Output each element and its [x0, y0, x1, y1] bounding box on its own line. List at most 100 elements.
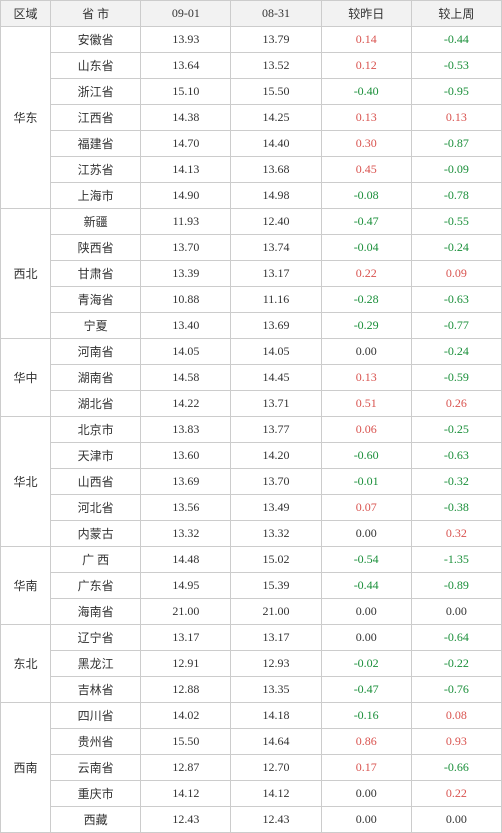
- table-row: 福建省14.7014.400.30-0.87: [1, 131, 502, 157]
- value-d2: 13.49: [231, 495, 321, 521]
- value-d2: 13.69: [231, 313, 321, 339]
- vs-week-cell: -0.63: [411, 443, 501, 469]
- province-cell: 陕西省: [51, 235, 141, 261]
- vs-day-cell: 0.86: [321, 729, 411, 755]
- vs-day-cell: -0.47: [321, 209, 411, 235]
- vs-week-cell: 0.26: [411, 391, 501, 417]
- vs-day-cell: 0.00: [321, 521, 411, 547]
- header-row: 区域 省 市 09-01 08-31 较昨日 较上周: [1, 1, 502, 27]
- table-row: 湖南省14.5814.450.13-0.59: [1, 365, 502, 391]
- value-d1: 14.05: [141, 339, 231, 365]
- vs-week-cell: -0.63: [411, 287, 501, 313]
- vs-day-cell: 0.00: [321, 339, 411, 365]
- table-row: 重庆市14.1214.120.000.22: [1, 781, 502, 807]
- vs-day-cell: 0.07: [321, 495, 411, 521]
- vs-week-cell: -0.38: [411, 495, 501, 521]
- price-table: 区域 省 市 09-01 08-31 较昨日 较上周 华东安徽省13.9313.…: [0, 0, 502, 833]
- value-d1: 11.93: [141, 209, 231, 235]
- value-d1: 14.12: [141, 781, 231, 807]
- vs-week-cell: -0.77: [411, 313, 501, 339]
- province-cell: 广 西: [51, 547, 141, 573]
- region-cell: 东北: [1, 625, 51, 703]
- table-row: 吉林省12.8813.35-0.47-0.76: [1, 677, 502, 703]
- vs-day-cell: 0.12: [321, 53, 411, 79]
- vs-day-cell: 0.13: [321, 365, 411, 391]
- value-d1: 14.22: [141, 391, 231, 417]
- vs-day-cell: -0.28: [321, 287, 411, 313]
- vs-day-cell: -0.29: [321, 313, 411, 339]
- value-d1: 13.93: [141, 27, 231, 53]
- table-row: 陕西省13.7013.74-0.04-0.24: [1, 235, 502, 261]
- vs-week-cell: -0.64: [411, 625, 501, 651]
- table-row: 黑龙江12.9112.93-0.02-0.22: [1, 651, 502, 677]
- province-cell: 吉林省: [51, 677, 141, 703]
- region-cell: 华东: [1, 27, 51, 209]
- value-d2: 15.39: [231, 573, 321, 599]
- value-d2: 13.52: [231, 53, 321, 79]
- header-d2: 08-31: [231, 1, 321, 27]
- table-row: 西北新疆11.9312.40-0.47-0.55: [1, 209, 502, 235]
- value-d1: 14.48: [141, 547, 231, 573]
- value-d1: 13.70: [141, 235, 231, 261]
- vs-week-cell: 0.08: [411, 703, 501, 729]
- vs-day-cell: -0.60: [321, 443, 411, 469]
- value-d2: 21.00: [231, 599, 321, 625]
- vs-day-cell: -0.04: [321, 235, 411, 261]
- value-d1: 14.70: [141, 131, 231, 157]
- province-cell: 新疆: [51, 209, 141, 235]
- value-d1: 14.02: [141, 703, 231, 729]
- value-d1: 15.50: [141, 729, 231, 755]
- province-cell: 河北省: [51, 495, 141, 521]
- value-d2: 15.50: [231, 79, 321, 105]
- vs-week-cell: -0.24: [411, 235, 501, 261]
- table-row: 云南省12.8712.700.17-0.66: [1, 755, 502, 781]
- vs-day-cell: 0.00: [321, 781, 411, 807]
- value-d1: 13.56: [141, 495, 231, 521]
- value-d1: 12.88: [141, 677, 231, 703]
- value-d1: 12.91: [141, 651, 231, 677]
- header-province: 省 市: [51, 1, 141, 27]
- province-cell: 天津市: [51, 443, 141, 469]
- value-d2: 14.12: [231, 781, 321, 807]
- header-region: 区域: [1, 1, 51, 27]
- table-row: 华东安徽省13.9313.790.14-0.44: [1, 27, 502, 53]
- province-cell: 西藏: [51, 807, 141, 833]
- value-d2: 13.70: [231, 469, 321, 495]
- vs-week-cell: -0.78: [411, 183, 501, 209]
- province-cell: 湖南省: [51, 365, 141, 391]
- vs-week-cell: 0.13: [411, 105, 501, 131]
- value-d1: 10.88: [141, 287, 231, 313]
- value-d2: 14.05: [231, 339, 321, 365]
- province-cell: 江西省: [51, 105, 141, 131]
- value-d2: 13.35: [231, 677, 321, 703]
- vs-day-cell: 0.13: [321, 105, 411, 131]
- table-row: 华南广 西14.4815.02-0.54-1.35: [1, 547, 502, 573]
- value-d2: 13.71: [231, 391, 321, 417]
- vs-week-cell: -0.76: [411, 677, 501, 703]
- table-row: 海南省21.0021.000.000.00: [1, 599, 502, 625]
- table-row: 江苏省14.1313.680.45-0.09: [1, 157, 502, 183]
- table-row: 湖北省14.2213.710.510.26: [1, 391, 502, 417]
- region-cell: 华北: [1, 417, 51, 547]
- value-d1: 12.43: [141, 807, 231, 833]
- vs-week-cell: -0.09: [411, 157, 501, 183]
- table-row: 宁夏13.4013.69-0.29-0.77: [1, 313, 502, 339]
- vs-day-cell: 0.45: [321, 157, 411, 183]
- value-d1: 14.95: [141, 573, 231, 599]
- vs-week-cell: 0.09: [411, 261, 501, 287]
- table-row: 山东省13.6413.520.12-0.53: [1, 53, 502, 79]
- vs-day-cell: -0.47: [321, 677, 411, 703]
- value-d2: 12.43: [231, 807, 321, 833]
- value-d1: 14.13: [141, 157, 231, 183]
- province-cell: 山东省: [51, 53, 141, 79]
- vs-week-cell: -1.35: [411, 547, 501, 573]
- table-row: 西藏12.4312.430.000.00: [1, 807, 502, 833]
- table-row: 青海省10.8811.16-0.28-0.63: [1, 287, 502, 313]
- table-row: 贵州省15.5014.640.860.93: [1, 729, 502, 755]
- vs-day-cell: -0.40: [321, 79, 411, 105]
- table-body: 华东安徽省13.9313.790.14-0.44山东省13.6413.520.1…: [1, 27, 502, 833]
- vs-week-cell: -0.55: [411, 209, 501, 235]
- province-cell: 青海省: [51, 287, 141, 313]
- table-row: 华中河南省14.0514.050.00-0.24: [1, 339, 502, 365]
- province-cell: 北京市: [51, 417, 141, 443]
